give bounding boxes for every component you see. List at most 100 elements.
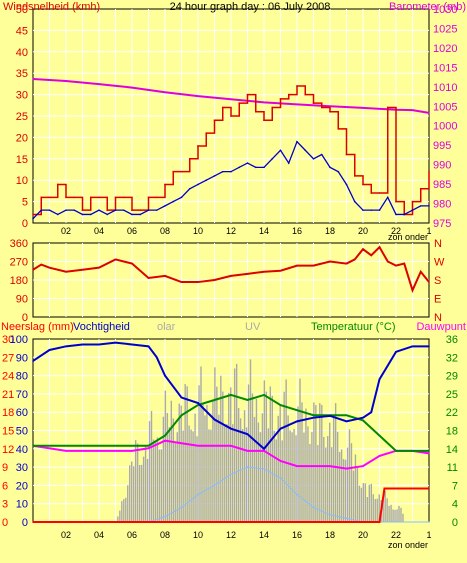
dewpoint-axis-title: Dauwpunt bbox=[416, 321, 466, 333]
x-tick-label: 14 bbox=[259, 530, 269, 540]
wind-avg-line-point bbox=[304, 149, 307, 152]
temperature-line-point bbox=[147, 444, 150, 447]
solar-bar bbox=[220, 375, 222, 522]
wind-gust-line-point bbox=[246, 93, 249, 96]
solar-bar bbox=[127, 485, 129, 522]
solar-bar bbox=[295, 435, 297, 522]
humidity-line-point bbox=[230, 427, 232, 430]
compass-label: S bbox=[434, 275, 441, 287]
rain-line-point bbox=[378, 521, 381, 523]
wind-gust-line-point bbox=[32, 213, 34, 216]
compass-label: E bbox=[434, 294, 441, 306]
dewpoint-line-point bbox=[98, 450, 100, 452]
solar-bar bbox=[237, 408, 240, 522]
wind-y-tick-label: 20 bbox=[16, 132, 28, 144]
barometer-line-point bbox=[197, 95, 199, 97]
solar-bar bbox=[350, 443, 353, 522]
temperature-y-tick-label: 4 bbox=[452, 499, 458, 511]
solar-bar bbox=[317, 445, 319, 522]
barometer-line-point bbox=[98, 83, 100, 85]
temperature-line-point bbox=[131, 444, 133, 447]
rain-y-tick-label: 21 bbox=[2, 389, 14, 401]
humidity-line-point bbox=[263, 448, 265, 450]
solar-bar bbox=[134, 440, 137, 522]
humidity-line-point bbox=[164, 374, 166, 377]
uv-line-point bbox=[312, 506, 315, 509]
solar-bar bbox=[212, 401, 214, 522]
x-tick-label: 22 bbox=[391, 530, 401, 540]
x-tick-label: 06 bbox=[127, 226, 137, 236]
wind-gust-line-point bbox=[65, 196, 67, 199]
barometer-line-point bbox=[32, 78, 34, 80]
x-tick-label: 06 bbox=[127, 530, 137, 540]
wind-gust-line-point bbox=[370, 192, 373, 194]
wind-avg-line-point bbox=[155, 209, 158, 211]
barometer-line-point bbox=[329, 105, 331, 108]
solar-bar bbox=[182, 430, 184, 522]
solar-bar bbox=[281, 440, 283, 522]
solar-bar bbox=[338, 452, 341, 522]
solar-bar bbox=[364, 483, 367, 522]
dewpoint-line-point bbox=[197, 444, 199, 447]
wind-avg-line-point bbox=[370, 209, 373, 211]
direction-line-point bbox=[263, 270, 265, 273]
temperature-axis-title: Temperatuur (°C) bbox=[311, 321, 395, 333]
humidity-y-tick-label: 0 bbox=[22, 517, 28, 529]
barometer-y-tick-label: 1030 bbox=[433, 4, 457, 16]
wind-avg-line-point bbox=[287, 162, 290, 164]
temperature-y-tick-label: 11 bbox=[447, 462, 458, 474]
solar-bar bbox=[287, 415, 289, 522]
direction-line-point bbox=[279, 269, 282, 272]
wind-gust-line-point bbox=[122, 196, 125, 199]
humidity-line-point bbox=[279, 427, 282, 430]
uv-line-point bbox=[263, 468, 265, 470]
direction-y-tick-label: 270 bbox=[10, 257, 28, 269]
solar-bar bbox=[297, 406, 299, 522]
solar-bar bbox=[224, 425, 226, 522]
compass-label: W bbox=[434, 257, 445, 269]
temperature-line-point bbox=[263, 394, 265, 396]
dewpoint-line-point bbox=[230, 444, 232, 447]
wind-gust-line-point bbox=[320, 106, 323, 109]
solar-bar bbox=[346, 447, 349, 522]
humidity-y-tick-label: 70 bbox=[16, 389, 28, 401]
wind-avg-line-point bbox=[98, 209, 100, 211]
wind-gust-line-point bbox=[378, 192, 381, 194]
barometer-y-tick-label: 1005 bbox=[433, 101, 457, 113]
solar-axis-title: olar bbox=[157, 321, 176, 333]
wind-avg-line-point bbox=[164, 205, 166, 207]
wind-gust-line-point bbox=[89, 196, 92, 199]
humidity-y-tick-label: 80 bbox=[16, 371, 28, 383]
solar-bar bbox=[374, 499, 376, 522]
solar-bar bbox=[392, 509, 394, 522]
uv-line-point bbox=[180, 506, 183, 509]
temperature-y-tick-label: 25 bbox=[446, 389, 458, 401]
rain-y-tick-label: 6 bbox=[2, 480, 8, 492]
x-tick-label-end: 1 bbox=[426, 226, 431, 236]
solar-bar bbox=[279, 405, 281, 522]
dewpoint-line-point bbox=[147, 447, 150, 450]
x-tick-label: 12 bbox=[226, 530, 236, 540]
wind-y-tick-label: 40 bbox=[16, 47, 28, 59]
wind-avg-line-point bbox=[386, 196, 389, 199]
wind-avg-line-point bbox=[263, 166, 265, 169]
solar-bar bbox=[186, 386, 188, 522]
direction-line-point bbox=[114, 258, 117, 261]
solar-bar bbox=[226, 424, 228, 522]
humidity-line-point bbox=[296, 420, 298, 423]
solar-bar bbox=[309, 444, 311, 522]
wind-gust-line-point bbox=[155, 196, 158, 199]
rain-y-tick-label: 30 bbox=[2, 334, 14, 346]
direction-line-point bbox=[345, 262, 348, 265]
solar-bar bbox=[123, 499, 125, 522]
wind-gust-line-point bbox=[114, 196, 117, 199]
wind-avg-line-point bbox=[419, 205, 422, 207]
humidity-line-point bbox=[65, 345, 67, 348]
wind-gust-line-point bbox=[147, 196, 150, 199]
solar-bar bbox=[150, 410, 153, 522]
wind-avg-line-point bbox=[81, 213, 84, 216]
solar-bar bbox=[394, 509, 396, 522]
uv-line-point bbox=[213, 484, 216, 487]
solar-bar bbox=[233, 368, 236, 522]
uv-line-point bbox=[246, 466, 249, 468]
